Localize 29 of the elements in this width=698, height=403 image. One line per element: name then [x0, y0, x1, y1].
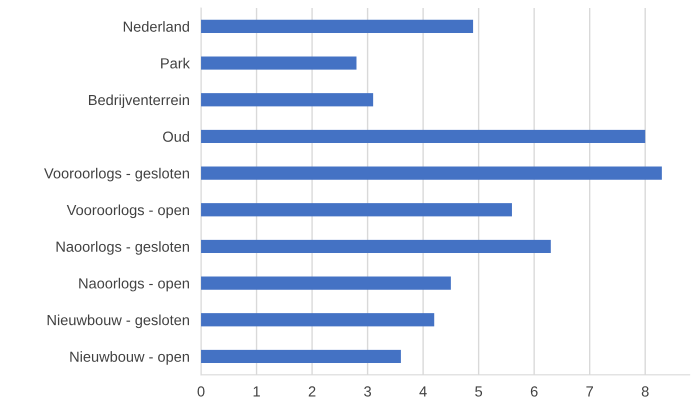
- x-tick-label: 1: [254, 386, 260, 396]
- y-tick-label: Vooroorlogs - gesloten: [44, 168, 189, 182]
- y-tick-label: Nieuwbouw - gesloten: [48, 314, 189, 328]
- x-tick-label: 3: [364, 386, 372, 397]
- bar: [201, 313, 434, 326]
- bar: [201, 350, 401, 364]
- y-tick-label: Naoorlogs - gesloten: [56, 241, 189, 255]
- x-tick-label: 6: [530, 386, 538, 397]
- x-tick-label: 4: [419, 386, 427, 396]
- y-tick-label: Nederland: [124, 21, 189, 32]
- y-tick-label: Oud: [163, 131, 189, 142]
- bar: [201, 166, 662, 180]
- y-tick-label: Bedrijventerrein: [88, 94, 189, 108]
- y-tick-label: Vooroorlogs - open: [66, 204, 189, 218]
- bar: [201, 276, 451, 290]
- y-tick-label: Park: [161, 58, 190, 68]
- y-tick-label: Naoorlogs - open: [79, 278, 189, 292]
- bar: [201, 240, 551, 254]
- bar: [201, 20, 474, 33]
- x-tick-label: 5: [475, 386, 482, 397]
- x-tick-label: 7: [586, 386, 594, 396]
- bar: [201, 93, 374, 106]
- x-tick-label: 8: [642, 386, 649, 397]
- bar: [201, 56, 356, 70]
- x-tick-label: 2: [308, 386, 316, 396]
- y-tick-label: Nieuwbouw - open: [70, 351, 189, 365]
- x-tick-label: 0: [198, 386, 205, 397]
- bar: [201, 203, 512, 216]
- bar: [201, 130, 646, 144]
